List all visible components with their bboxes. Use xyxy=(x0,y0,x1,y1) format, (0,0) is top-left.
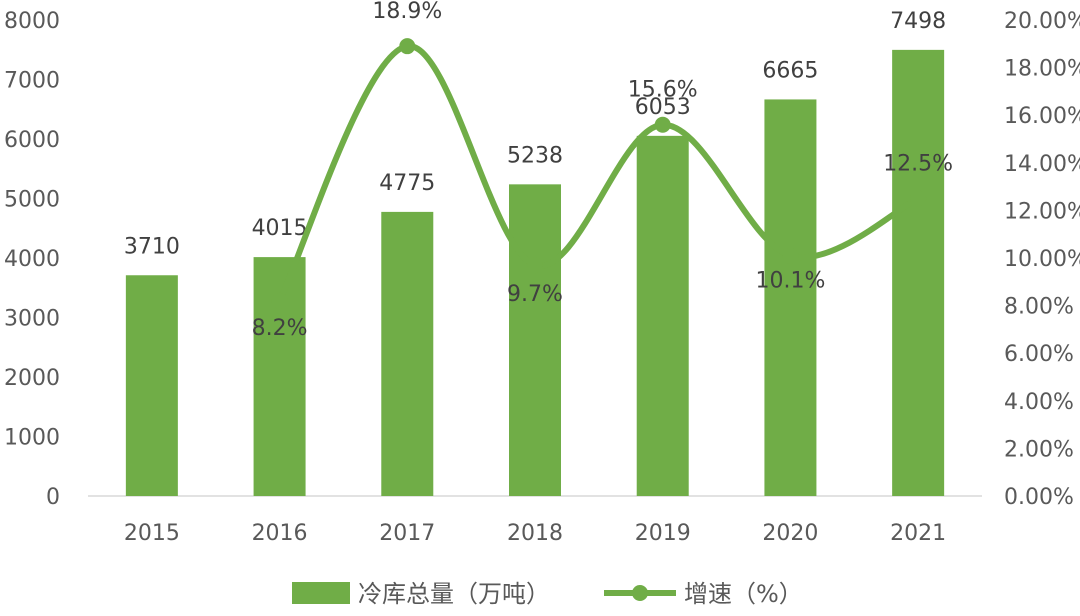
right-axis-tick-label: 12.00% xyxy=(1004,199,1080,224)
bar xyxy=(509,184,561,497)
x-axis-tick-label: 2016 xyxy=(252,521,308,546)
bar xyxy=(381,211,434,496)
bar xyxy=(892,49,945,497)
bar-data-label: 5238 xyxy=(507,143,563,168)
x-axis-tick-label: 2021 xyxy=(890,521,946,546)
right-axis-tick-label: 10.00% xyxy=(1004,247,1080,272)
bar-data-label: 3710 xyxy=(124,234,180,259)
growth-line-marker xyxy=(271,292,288,309)
line-data-label: 10.1% xyxy=(755,269,825,294)
legend: 冷库总量（万吨） 增速（%） xyxy=(292,580,803,608)
bar-data-label: 6665 xyxy=(762,58,818,83)
line-data-label: 8.2% xyxy=(252,316,308,341)
right-axis: 0.00% 2.00% 4.00% 6.00% 8.00% 10.00% 12.00% 14.… xyxy=(1004,9,1080,510)
x-axis-tick-label: 2018 xyxy=(507,521,563,546)
left-axis-tick-label: 6000 xyxy=(4,128,60,153)
bar xyxy=(636,135,689,496)
x-axis-tick-label: 2020 xyxy=(762,521,818,546)
left-axis-tick-label: 7000 xyxy=(4,69,60,94)
legend-bar-swatch xyxy=(292,582,350,604)
right-axis-tick-label: 0.00% xyxy=(1004,485,1074,510)
bar-data-label: 7498 xyxy=(890,9,946,34)
left-axis-tick-label: 2000 xyxy=(4,366,60,391)
bar-data-labels: 3710 4015 4775 5238 6053 6665 7498 xyxy=(124,9,946,259)
bar-data-label: 4015 xyxy=(252,216,308,241)
legend-line-label: 增速（%） xyxy=(684,580,803,608)
x-axis-tick-label: 2019 xyxy=(635,521,691,546)
x-axis-tick-label: 2015 xyxy=(124,521,180,546)
right-axis-tick-label: 20.00% xyxy=(1004,9,1080,34)
line-data-labels: 8.2% 18.9% 9.7% 15.6% 10.1% 12.5% xyxy=(252,0,953,341)
growth-line-marker xyxy=(527,257,543,274)
growth-line xyxy=(276,43,922,304)
bar-data-label: 6053 xyxy=(635,95,691,120)
growth-line-marker xyxy=(782,247,799,264)
right-axis-tick-label: 14.00% xyxy=(1004,152,1080,177)
legend-bar-label: 冷库总量（万吨） xyxy=(358,580,550,608)
line-data-label: 12.5% xyxy=(883,152,953,177)
left-axis-tick-label: 0 xyxy=(46,485,60,510)
right-axis-tick-label: 6.00% xyxy=(1004,342,1074,367)
bar xyxy=(764,99,817,497)
line-data-label: 9.7% xyxy=(507,282,563,307)
left-axis-tick-label: 3000 xyxy=(4,307,60,332)
right-axis-tick-label: 18.00% xyxy=(1004,57,1080,82)
right-axis-tick-label: 8.00% xyxy=(1004,295,1074,320)
left-axis-tick-label: 4000 xyxy=(4,247,60,272)
bar-data-label: 4775 xyxy=(379,171,435,196)
left-axis-tick-label: 5000 xyxy=(4,188,60,213)
left-axis-tick-label: 1000 xyxy=(4,426,60,451)
growth-line-marker xyxy=(654,116,671,133)
bar xyxy=(125,275,178,496)
line-series xyxy=(271,38,927,309)
legend-line-marker xyxy=(632,585,648,601)
growth-line-marker xyxy=(910,190,927,207)
right-axis-tick-label: 16.00% xyxy=(1004,104,1080,129)
x-axis: 2015 2016 2017 2018 2019 2020 2021 xyxy=(88,495,982,546)
left-axis: 0 1000 2000 3000 4000 5000 6000 7000 8000 xyxy=(4,9,60,510)
line-data-label: 15.6% xyxy=(628,78,698,103)
right-axis-tick-label: 2.00% xyxy=(1004,437,1074,462)
left-axis-tick-label: 8000 xyxy=(4,9,60,34)
right-axis-tick-label: 4.00% xyxy=(1004,390,1074,415)
growth-line-marker xyxy=(399,38,416,55)
line-data-label: 18.9% xyxy=(372,0,442,24)
x-axis-tick-label: 2017 xyxy=(379,521,435,546)
